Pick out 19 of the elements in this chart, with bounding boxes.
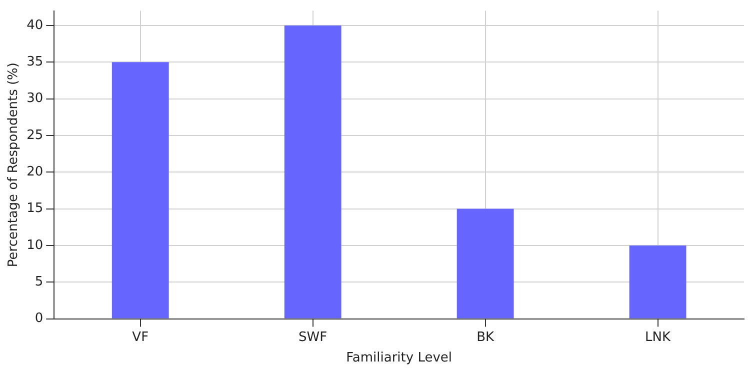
- x-tick-label: VF: [132, 330, 149, 345]
- y-tick-label: 35: [26, 54, 44, 70]
- y-tick-label: 5: [34, 274, 44, 290]
- y-axis-title: Percentage of Respondents (%): [6, 62, 22, 268]
- bar: [284, 25, 342, 318]
- y-tick-label: 15: [26, 201, 44, 216]
- x-axis-title: Familiarity Level: [346, 350, 452, 366]
- bar: [112, 62, 169, 318]
- x-tick-label: BK: [476, 330, 494, 345]
- bar: [629, 245, 686, 318]
- y-tick-label: 0: [34, 311, 44, 326]
- y-tick-label: 25: [26, 128, 44, 143]
- y-tick-label: 10: [26, 238, 44, 253]
- y-tick-label: 20: [26, 164, 44, 180]
- bar: [456, 208, 514, 318]
- x-tick-label: SWF: [298, 330, 328, 345]
- x-tick-label: LNK: [645, 330, 671, 345]
- y-tick-label: 40: [26, 18, 44, 33]
- y-tick-label: 30: [26, 91, 44, 106]
